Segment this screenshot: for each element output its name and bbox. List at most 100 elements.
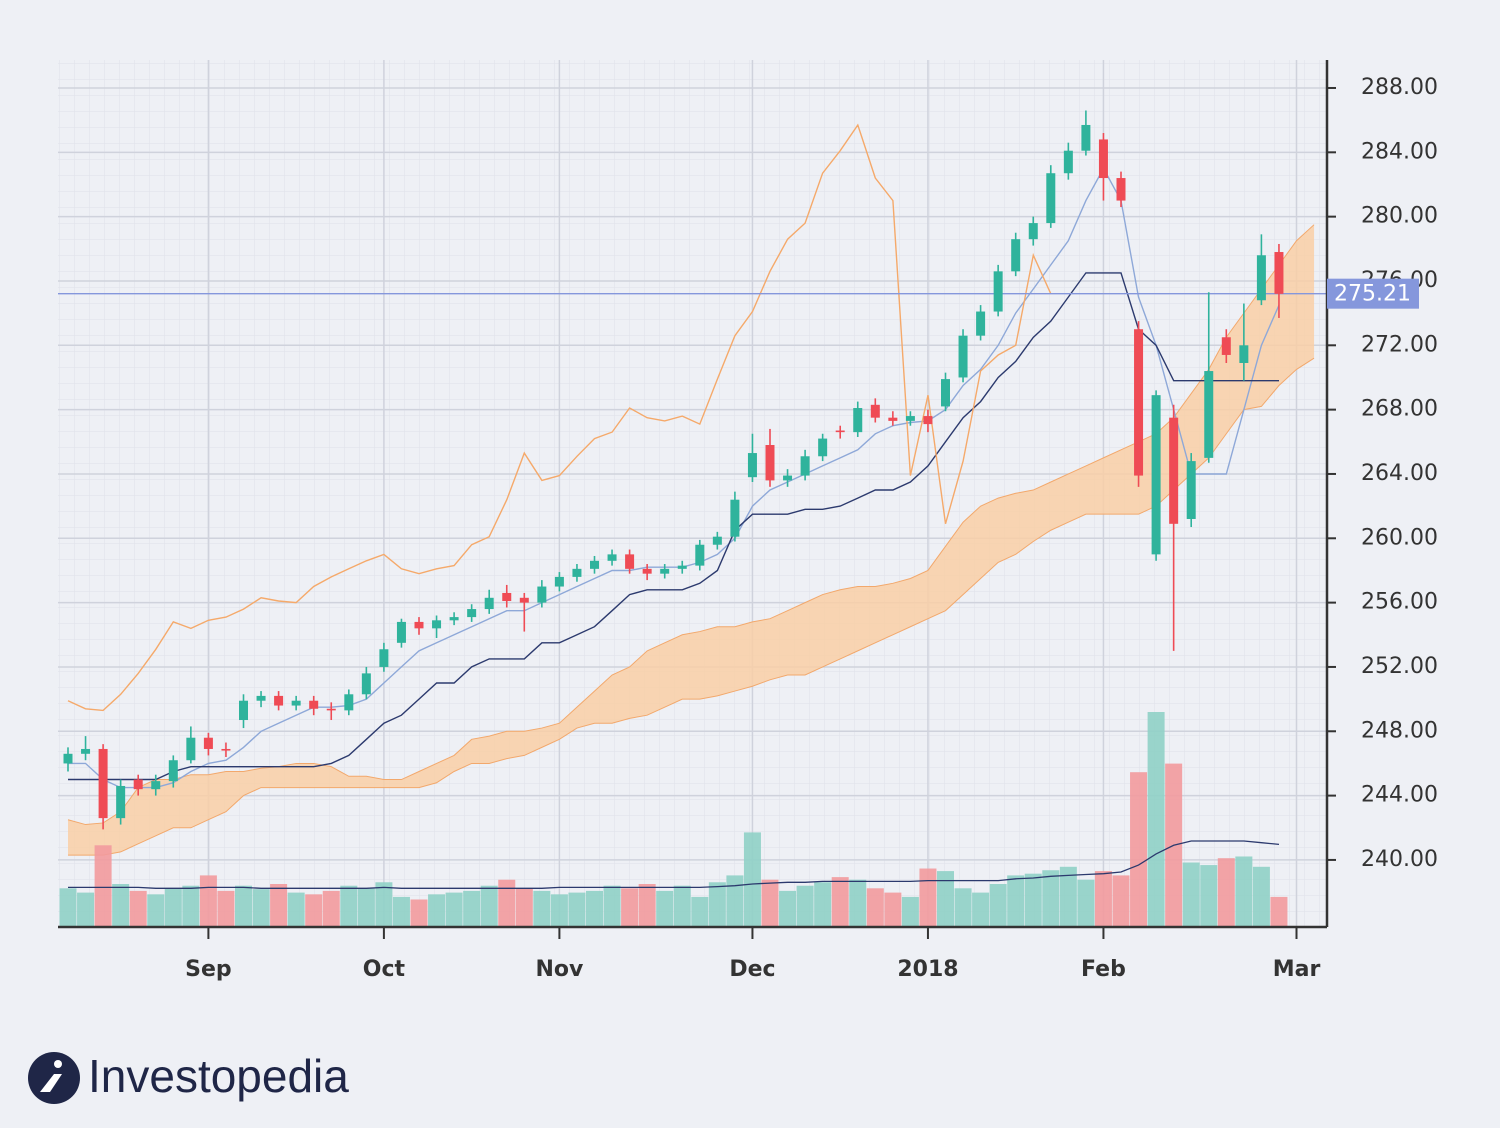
candle-body [905, 416, 915, 421]
volume-bar [322, 890, 340, 927]
volume-bar [270, 884, 288, 927]
candle-body [1028, 223, 1038, 240]
volume-bar [1042, 870, 1060, 927]
candle-body [1081, 124, 1091, 151]
candle-body [976, 311, 986, 336]
candle-body [186, 737, 196, 761]
x-tick-label: 2018 [897, 957, 958, 982]
volume-bar [638, 884, 656, 927]
volume-bar [779, 890, 797, 927]
volume-bar [94, 845, 112, 927]
candle-body [239, 700, 248, 721]
candle-body [958, 335, 968, 378]
candle-body [151, 781, 161, 790]
candle-body [888, 417, 898, 421]
candle-body [1098, 139, 1108, 179]
candle-body [484, 597, 494, 610]
volume-bar [112, 884, 130, 927]
candle-body [1221, 337, 1231, 355]
x-tick-label: Nov [535, 957, 584, 982]
volume-bar [603, 885, 621, 927]
candle-body [1256, 255, 1266, 301]
volume-bar [1270, 896, 1288, 927]
candle-body [256, 695, 266, 701]
candle-body [1274, 252, 1284, 294]
y-tick-label: 256.00 [1361, 590, 1438, 615]
volume-bar [129, 890, 147, 927]
volume-bar [656, 890, 674, 927]
y-tick-label: 268.00 [1361, 397, 1438, 422]
volume-bar [796, 885, 814, 927]
volume-bar [1094, 871, 1112, 927]
candle-body [1169, 417, 1179, 524]
candle-body [98, 748, 108, 819]
volume-bar [410, 899, 428, 927]
candle-body [1011, 239, 1021, 272]
y-tick-label: 260.00 [1361, 525, 1438, 550]
volume-bar [305, 894, 323, 927]
volume-bar [901, 896, 919, 927]
volume-bar [392, 896, 410, 927]
volume-bar [1024, 873, 1042, 927]
candle-body [221, 748, 231, 751]
candle-body [677, 565, 687, 569]
candle-body [923, 416, 933, 425]
candle-body [765, 445, 775, 481]
volume-bar [1112, 875, 1130, 927]
volume-bar [937, 871, 954, 927]
cloud-lower-edge [68, 357, 1315, 856]
logo-icon-stroke [40, 1074, 62, 1092]
volume-bar [357, 888, 375, 927]
volume-bar [480, 885, 498, 927]
x-tick-label: Sep [185, 957, 232, 982]
candle-body [783, 475, 793, 481]
y-tick-label: 280.00 [1361, 204, 1438, 229]
y-tick-label: 248.00 [1361, 718, 1438, 743]
candle-body [572, 568, 582, 577]
candle-body [625, 554, 635, 569]
candle-body [712, 536, 722, 545]
candle-body [519, 597, 529, 603]
volume-bar [708, 882, 726, 927]
candle-body [1151, 395, 1161, 555]
candle-body [537, 586, 547, 603]
volume-bar [287, 892, 305, 927]
volume-bar [1200, 865, 1218, 927]
candle-body [1116, 178, 1126, 201]
y-tick-label: 244.00 [1361, 783, 1438, 808]
volume-bar [533, 890, 551, 927]
candle-body [853, 408, 863, 433]
y-tick-label: 252.00 [1361, 654, 1438, 679]
candle-body [835, 430, 845, 433]
candle-body [449, 617, 459, 621]
y-tick-label: 272.00 [1361, 332, 1438, 357]
x-tick-label: Oct [363, 957, 406, 982]
candle-body [414, 621, 424, 629]
logo-icon-dot [54, 1060, 62, 1068]
candle-body [63, 753, 73, 764]
volume-bar [621, 888, 639, 927]
candle-body [1204, 371, 1214, 458]
candle-body [291, 700, 301, 706]
candle-body [361, 673, 371, 695]
volume-bar [375, 882, 393, 927]
candle-body [379, 649, 389, 667]
candle-body [502, 592, 512, 602]
candle-body [203, 737, 213, 749]
candle-body [1134, 329, 1144, 476]
candle-body [695, 544, 705, 566]
candle-body [396, 621, 406, 643]
candle-body [1186, 461, 1196, 519]
volume-bar [59, 888, 77, 927]
volume-bar [831, 877, 849, 927]
volume-bar [568, 892, 586, 927]
volume-bar [428, 894, 446, 927]
volume-bar [217, 890, 235, 927]
volume-bar [866, 888, 884, 927]
candle-body [660, 568, 670, 574]
candle-body [1046, 173, 1056, 224]
logo: Investopedia [28, 1050, 349, 1104]
candle-body [116, 785, 126, 819]
last-price-label: 275.21 [1334, 282, 1411, 307]
volume-bar [954, 888, 972, 927]
